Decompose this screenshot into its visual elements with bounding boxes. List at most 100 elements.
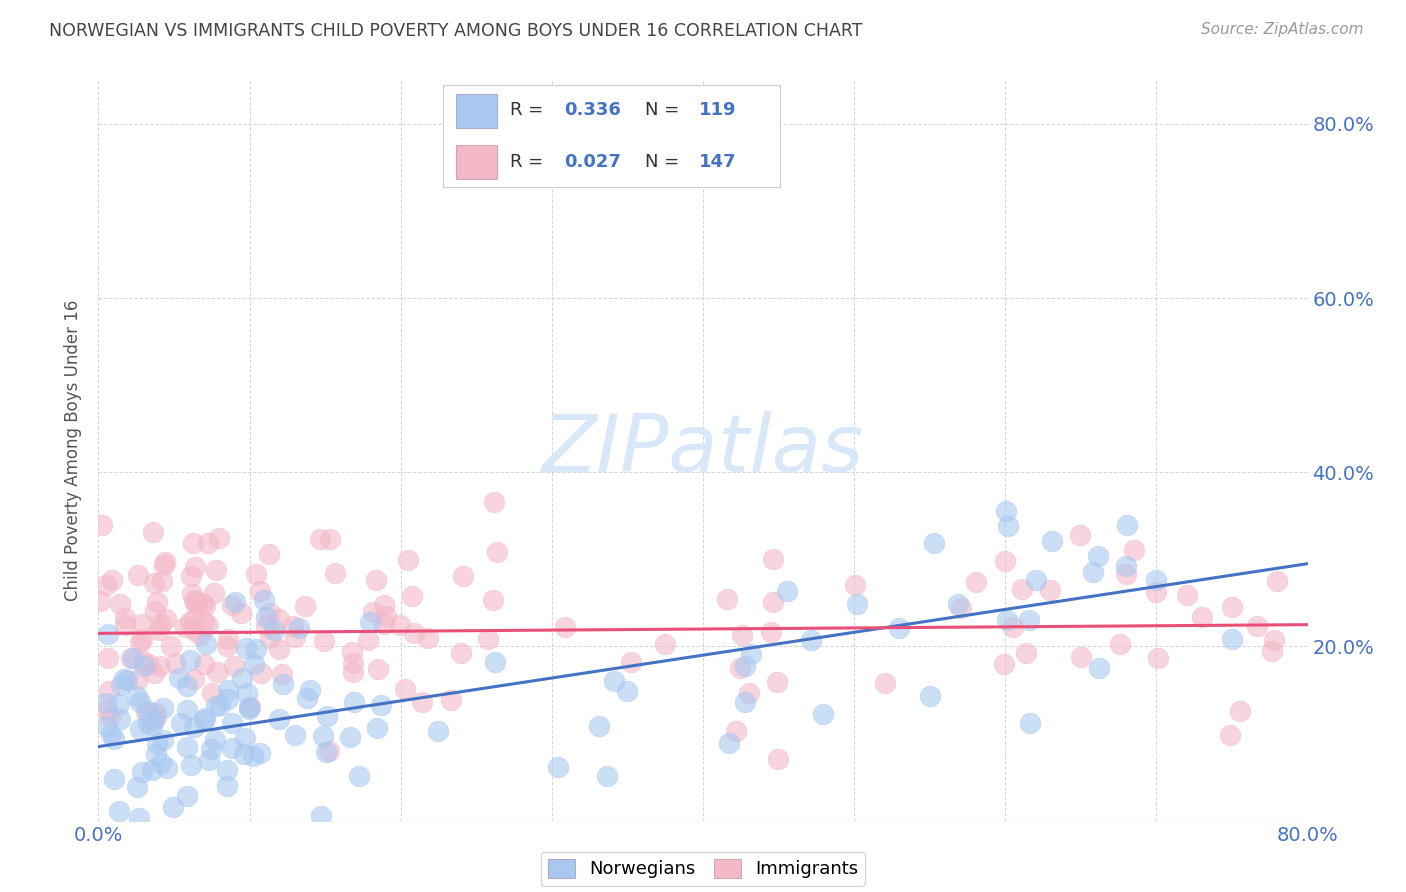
Point	[1024, 573, 1046, 587]
Point	[451, 569, 474, 583]
Point	[1175, 588, 1198, 602]
Point	[252, 593, 274, 607]
Point	[995, 613, 1018, 627]
Point	[357, 632, 380, 647]
Point	[129, 635, 152, 649]
Point	[183, 592, 205, 607]
Point	[482, 593, 505, 607]
Point	[1267, 574, 1289, 588]
Point	[198, 753, 221, 767]
Point	[1001, 620, 1024, 634]
Point	[1220, 632, 1243, 646]
Point	[193, 657, 215, 671]
Text: 0.027: 0.027	[564, 153, 621, 170]
Point	[103, 731, 125, 746]
Point	[152, 733, 174, 747]
Point	[1229, 704, 1251, 718]
Point	[114, 611, 136, 625]
Point	[800, 632, 823, 647]
Point	[131, 632, 153, 647]
Point	[1019, 716, 1042, 731]
Point	[315, 745, 337, 759]
Point	[1260, 644, 1282, 658]
Point	[131, 764, 153, 779]
Point	[1109, 637, 1132, 651]
Point	[1069, 528, 1091, 542]
Point	[948, 598, 970, 612]
Point	[181, 536, 204, 550]
Point	[554, 620, 576, 634]
Point	[242, 749, 264, 764]
Point	[724, 723, 747, 738]
Point	[361, 606, 384, 620]
Point	[364, 573, 387, 587]
Point	[762, 595, 785, 609]
Point	[97, 651, 120, 665]
Point	[259, 631, 281, 645]
Point	[176, 702, 198, 716]
Point	[239, 700, 262, 714]
Point	[152, 701, 174, 715]
Point	[259, 606, 281, 620]
Point	[249, 746, 271, 760]
Point	[167, 672, 190, 686]
Point	[373, 616, 395, 631]
Point	[194, 599, 217, 613]
Point	[125, 673, 148, 687]
Point	[394, 681, 416, 696]
Point	[1087, 549, 1109, 563]
Point	[195, 637, 218, 651]
Point	[217, 683, 239, 698]
Point	[153, 555, 176, 569]
Point	[142, 665, 165, 680]
Point	[340, 645, 363, 659]
Legend: Norwegians, Immigrants: Norwegians, Immigrants	[540, 852, 866, 886]
Point	[603, 674, 626, 689]
Point	[716, 591, 738, 606]
Point	[209, 698, 232, 713]
Point	[129, 723, 152, 737]
Point	[180, 757, 202, 772]
Point	[204, 732, 226, 747]
Point	[221, 740, 243, 755]
Point	[1040, 534, 1063, 549]
Point	[547, 760, 569, 774]
Point	[238, 699, 260, 714]
Point	[94, 696, 117, 710]
Point	[1070, 650, 1092, 665]
Point	[205, 665, 228, 679]
Point	[201, 686, 224, 700]
Point	[922, 535, 945, 549]
Point	[1083, 565, 1105, 579]
Point	[271, 667, 294, 681]
Text: 0.336: 0.336	[564, 102, 621, 120]
Point	[284, 630, 307, 644]
Point	[375, 609, 398, 624]
Point	[1146, 651, 1168, 665]
Point	[263, 624, 285, 638]
Point	[284, 728, 307, 742]
Point	[94, 719, 117, 733]
Point	[1039, 582, 1062, 597]
Point	[1144, 585, 1167, 599]
Point	[183, 596, 205, 610]
Point	[426, 723, 449, 738]
Point	[128, 695, 150, 709]
Point	[238, 702, 260, 716]
Point	[183, 612, 205, 626]
Point	[1263, 633, 1285, 648]
Point	[243, 657, 266, 671]
Point	[97, 627, 120, 641]
Point	[176, 679, 198, 693]
Point	[136, 657, 159, 671]
Text: 147: 147	[699, 153, 737, 170]
Point	[1115, 566, 1137, 581]
Point	[1115, 558, 1137, 573]
Point	[484, 655, 506, 669]
Point	[318, 533, 340, 547]
Point	[205, 563, 228, 577]
Point	[245, 641, 267, 656]
Point	[342, 657, 364, 671]
Point	[1015, 646, 1038, 660]
Point	[224, 659, 246, 673]
